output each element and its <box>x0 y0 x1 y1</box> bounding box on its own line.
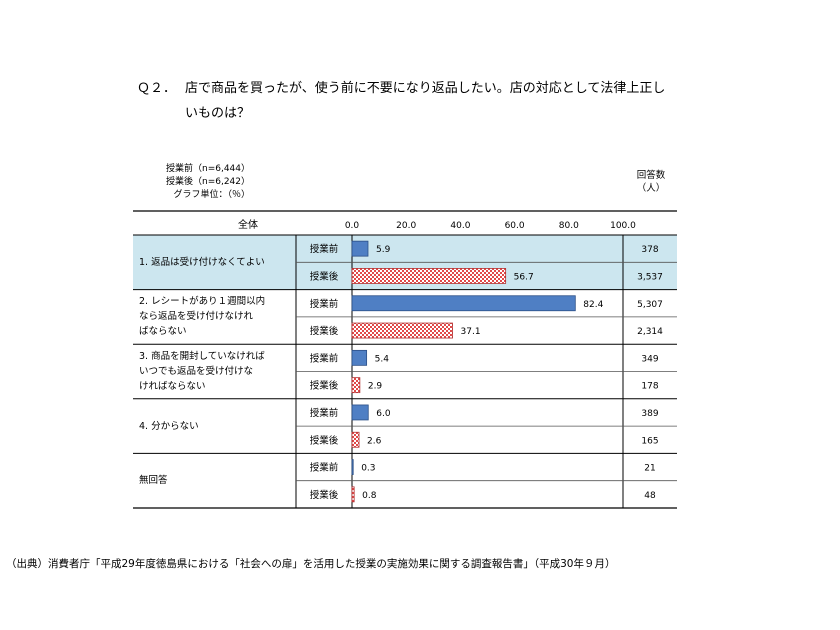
sample-size-before: 授業前（n=6,444） <box>165 164 250 174</box>
series-label-after: 授業後 <box>310 434 339 446</box>
bar-value-label: 0.8 <box>362 491 377 501</box>
count-value: 5,307 <box>637 300 663 310</box>
category-label: 4. 分からない <box>139 420 199 432</box>
x-tick-label: 0.0 <box>345 221 360 231</box>
bar-value-label: 82.4 <box>583 300 603 310</box>
question-text-line2: いものは？ <box>185 106 251 121</box>
count-value: 165 <box>641 436 658 446</box>
category-label: ばならない <box>139 326 187 338</box>
sample-size-after: 授業後（n=6,242） <box>165 177 250 187</box>
category-label: 1. 返品は受け付けなくてよい <box>139 256 265 268</box>
category-label: 2. レシートがあり１週間以内 <box>139 296 266 308</box>
bar-before <box>351 404 369 421</box>
count-value: 2,314 <box>637 327 663 337</box>
series-label-before: 授業前 <box>310 407 339 419</box>
bar-before <box>351 459 354 475</box>
bar-value-label: 2.6 <box>367 436 382 446</box>
question-number: Ｑ２． <box>137 81 177 96</box>
graph-unit: グラフ単位：（％） <box>173 190 250 200</box>
bar-value-label: 6.0 <box>376 409 391 419</box>
series-label-before: 授業前 <box>310 243 339 255</box>
bar-value-label: 37.1 <box>461 327 481 337</box>
bar-after <box>351 268 507 284</box>
series-label-after: 授業後 <box>310 270 339 282</box>
count-header-line1: 回答数 <box>636 170 666 181</box>
question-text-line1: 店で商品を買ったが、使う前に不要になり返品したい。店の対応として法律上正し <box>185 81 666 96</box>
series-label-after: 授業後 <box>310 380 339 392</box>
x-tick-label: 80.0 <box>559 221 579 231</box>
count-header-line2: （人） <box>636 183 666 194</box>
bar-value-label: 5.9 <box>376 245 391 255</box>
source-citation: （出典）消費者庁「平成29年度徳島県における「社会への扉」を活用した授業の実施効… <box>6 558 616 570</box>
count-value: 389 <box>641 409 658 419</box>
header-all: 全体 <box>238 218 258 231</box>
category-label: 3. 商品を開封していなければ <box>139 351 265 362</box>
count-value: 378 <box>641 245 658 255</box>
bar-after <box>351 322 453 339</box>
category-label: 無回答 <box>139 475 168 487</box>
bar-after <box>351 377 361 394</box>
x-tick-label: 40.0 <box>450 221 470 231</box>
series-label-after: 授業後 <box>310 325 339 337</box>
x-tick-label: 60.0 <box>505 221 525 231</box>
count-value: 3,537 <box>637 272 663 282</box>
category-label: なら返品を受け付けなけれ <box>139 311 254 323</box>
bar-value-label: 2.9 <box>368 382 383 392</box>
bar-before <box>351 295 576 312</box>
series-label-after: 授業後 <box>310 489 339 501</box>
series-label-before: 授業前 <box>310 462 339 474</box>
count-value: 349 <box>641 354 658 364</box>
x-tick-label: 100.0 <box>610 221 636 231</box>
bar-value-label: 5.4 <box>375 354 390 364</box>
bar-value-label: 0.3 <box>361 464 375 474</box>
bar-value-label: 56.7 <box>514 272 534 282</box>
category-label: いつでも返品を受け付けな <box>139 366 254 377</box>
count-value: 48 <box>644 491 656 501</box>
bar-before <box>351 349 368 366</box>
bar-after <box>351 431 360 448</box>
x-tick-label: 20.0 <box>396 221 416 231</box>
series-label-before: 授業前 <box>310 298 339 310</box>
bar-after <box>351 486 355 503</box>
count-value: 178 <box>641 382 658 392</box>
count-value: 21 <box>644 464 655 474</box>
series-label-before: 授業前 <box>310 352 339 364</box>
category-label: ければならない <box>139 381 206 392</box>
bar-before <box>351 240 369 257</box>
